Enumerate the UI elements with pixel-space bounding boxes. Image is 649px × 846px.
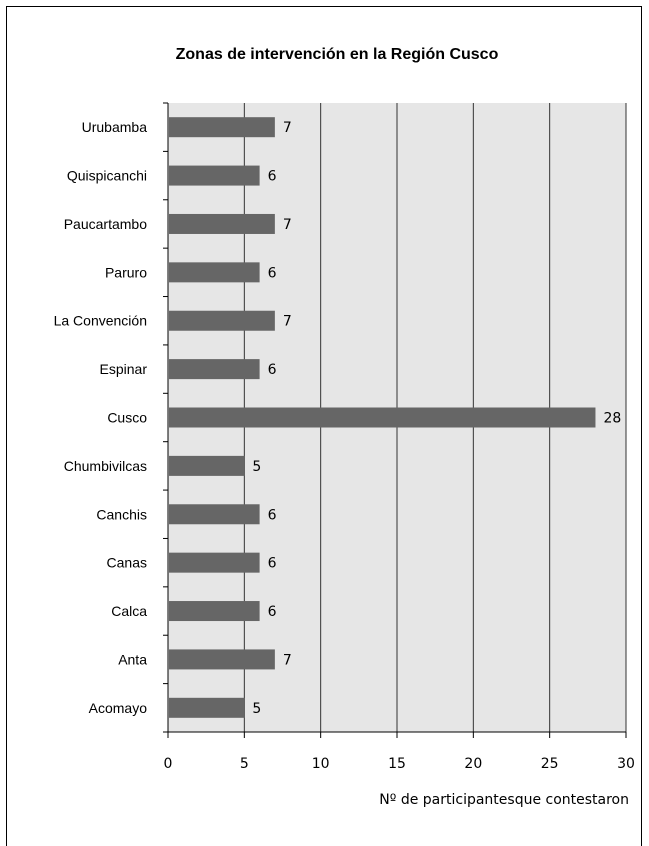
x-axis-label: Nº de participantesque contestaron bbox=[379, 792, 629, 808]
chart-title: Zonas de intervención en la Región Cusco bbox=[176, 46, 499, 63]
bar-data-label: 6 bbox=[268, 362, 277, 378]
bar bbox=[169, 262, 260, 283]
y-category-label: Paucartambo bbox=[64, 216, 147, 232]
bar-data-label: 7 bbox=[283, 120, 292, 136]
bar-data-label: 6 bbox=[268, 169, 277, 185]
bar bbox=[169, 407, 596, 428]
y-category-label: Chumbivilcas bbox=[64, 458, 147, 474]
x-tick-label: 25 bbox=[541, 756, 559, 772]
bar-data-label: 5 bbox=[252, 701, 261, 717]
bar-data-label: 7 bbox=[283, 314, 292, 330]
x-tick-label: 30 bbox=[617, 756, 635, 772]
bar bbox=[169, 117, 275, 138]
axes: 0 5 10 15 20 25 30 Urubamba Quispicanchi Paucarta… bbox=[54, 102, 635, 772]
y-category-label: Cusco bbox=[107, 410, 147, 426]
bar bbox=[169, 697, 245, 718]
y-category-label: Paruro bbox=[105, 264, 147, 280]
bar bbox=[169, 310, 275, 331]
x-tick-label: 10 bbox=[312, 756, 330, 772]
bar-data-label: 7 bbox=[283, 652, 292, 668]
y-category-label: Anta bbox=[118, 651, 147, 667]
bar bbox=[169, 455, 245, 476]
bar-data-label: 5 bbox=[252, 459, 261, 475]
y-category-label: Canchis bbox=[96, 506, 147, 522]
bars: 7 6 7 6 7 6 28 5 6 6 6 7 5 bbox=[169, 117, 621, 718]
bar bbox=[169, 649, 275, 670]
bar-data-label: 28 bbox=[603, 411, 621, 427]
bar bbox=[169, 601, 260, 622]
bar bbox=[169, 165, 260, 186]
x-tick-label: 5 bbox=[240, 756, 249, 772]
y-category-label: La Convención bbox=[54, 313, 147, 329]
y-category-label: Espinar bbox=[100, 361, 148, 377]
x-tick-label: 20 bbox=[464, 756, 482, 772]
bar bbox=[169, 504, 260, 525]
bar bbox=[169, 552, 260, 573]
x-tick-label: 0 bbox=[164, 756, 173, 772]
bar-data-label: 7 bbox=[283, 217, 292, 233]
bar-data-label: 6 bbox=[268, 556, 277, 572]
y-category-label: Acomayo bbox=[89, 700, 148, 716]
y-category-label: Urubamba bbox=[82, 119, 148, 135]
bar bbox=[169, 213, 275, 234]
bar bbox=[169, 359, 260, 380]
y-category-label: Calca bbox=[111, 603, 147, 619]
y-category-label: Canas bbox=[107, 555, 147, 571]
x-tick-label: 15 bbox=[388, 756, 406, 772]
bar-data-label: 6 bbox=[268, 507, 277, 523]
bar-data-label: 6 bbox=[268, 604, 277, 620]
bar-data-label: 6 bbox=[268, 265, 277, 281]
y-category-label: Quispicanchi bbox=[67, 168, 147, 184]
